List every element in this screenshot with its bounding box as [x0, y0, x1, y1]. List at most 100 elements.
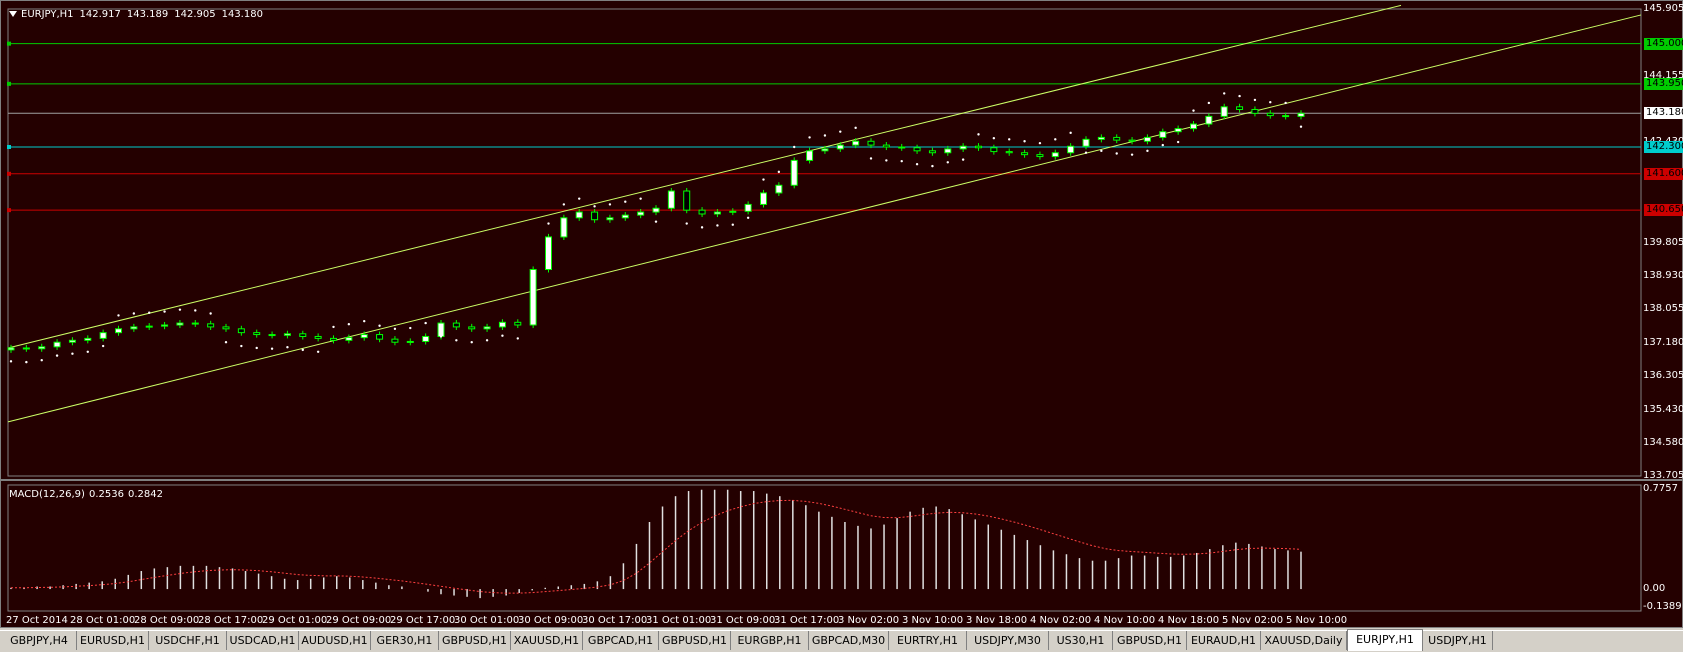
chart-tab[interactable]: XAUUSD,Daily — [1261, 631, 1347, 650]
sar-dot — [117, 314, 120, 317]
sar-dot — [1038, 141, 1042, 145]
sar-dot — [270, 347, 274, 350]
sar-dot — [470, 341, 473, 344]
price-chart-canvas[interactable] — [1, 1, 1683, 629]
candle-body — [913, 147, 921, 152]
chart-tab[interactable]: XAUUSD,H1 — [511, 631, 583, 650]
sar-dot — [1161, 143, 1164, 147]
candle-body — [1113, 136, 1121, 141]
level-marker-4 — [7, 208, 11, 213]
sar-dot — [1207, 101, 1211, 105]
sar-dot — [1223, 92, 1226, 95]
sar-dot — [409, 326, 412, 330]
candle-body — [1236, 106, 1244, 110]
sar-dot — [562, 203, 566, 206]
sar-dot — [746, 216, 750, 220]
time-tick-label: 27 Oct 2014 — [6, 615, 68, 626]
price-tick-label: 137.180 — [1643, 336, 1683, 348]
sar-dot — [808, 136, 811, 139]
candle-body — [806, 150, 814, 161]
candle-body — [1220, 106, 1228, 117]
chart-tab[interactable]: EURTRY,H1 — [889, 631, 967, 650]
chart-tab[interactable]: GER30,H1 — [371, 631, 439, 650]
candle-body — [836, 144, 844, 150]
sar-dot — [25, 360, 28, 364]
chart-tab[interactable]: USDJPY,H1 — [1423, 631, 1493, 650]
chart-tab-bar: GBPJPY,H4 EURUSD,H1 USDCHF,H1 USDCAD,H1 AUDU… — [0, 629, 1683, 652]
candle-body — [176, 322, 184, 326]
chart-window[interactable]: EURJPY,H1 142.917 143.189 142.905 143.180 MA… — [0, 0, 1683, 628]
candle-body — [545, 236, 552, 270]
candle-body — [1021, 152, 1029, 156]
collapse-triangle-icon — [9, 11, 17, 17]
candle-body — [959, 145, 967, 150]
chart-tab[interactable]: EURAUD,H1 — [1187, 631, 1261, 650]
macd-label: MACD(12,26,9) — [9, 489, 85, 500]
candle-body — [1159, 131, 1167, 138]
candle-body — [1190, 123, 1197, 130]
chart-tab[interactable]: US30,H1 — [1049, 631, 1113, 650]
sar-dot — [854, 126, 857, 130]
sar-dot — [839, 130, 842, 133]
sar-dot — [992, 136, 996, 140]
candle-body — [882, 144, 890, 148]
chart-tab[interactable]: GBPJPY,H4 — [2, 631, 77, 650]
level-price-tag: 145.000 — [1644, 37, 1683, 50]
candle-body — [729, 210, 737, 213]
candle-body — [775, 184, 783, 194]
candle-body — [652, 207, 660, 213]
candle-body — [898, 146, 906, 149]
channel-lower-line — [7, 14, 1642, 423]
sar-dot — [347, 323, 351, 326]
candle-body — [161, 324, 169, 327]
price-tick-label: 134.580 — [1643, 436, 1683, 448]
candle-body — [1067, 145, 1075, 154]
candle-body — [928, 150, 936, 154]
chart-tab[interactable]: EURUSD,H1 — [77, 631, 149, 650]
level-marker-1 — [7, 81, 11, 86]
sar-dot — [163, 310, 166, 313]
candle-body — [237, 328, 245, 334]
sar-dot — [178, 308, 182, 311]
channel-upper-line — [7, 4, 1402, 349]
time-tick-label: 31 Oct 17:00 — [774, 615, 840, 626]
sar-dot — [424, 321, 427, 325]
candle-body — [452, 322, 460, 328]
time-tick-label: 30 Oct 01:00 — [454, 615, 520, 626]
chart-tab[interactable]: GBPUSD,H1 — [439, 631, 511, 650]
macd-main-value: 0.2536 — [88, 489, 124, 500]
price-tick-label: 136.305 — [1643, 370, 1683, 382]
price-tick-label: 145.905 — [1643, 3, 1683, 14]
candle-body — [821, 148, 829, 152]
candle-body — [145, 325, 153, 328]
sar-dot — [885, 159, 888, 162]
sar-dot — [301, 348, 304, 352]
chart-tab[interactable]: GBPCAD,M30 — [809, 631, 889, 650]
price-tick-label: 139.805 — [1643, 236, 1683, 248]
time-tick-label: 28 Oct 01:00 — [70, 615, 136, 626]
chart-tab[interactable]: GBPUSD,H1 — [1113, 631, 1187, 650]
sar-dot — [608, 203, 612, 206]
candle-body — [760, 192, 767, 205]
time-tick-label: 3 Nov 18:00 — [966, 615, 1028, 626]
candle-body — [637, 211, 645, 216]
sar-dot — [55, 354, 59, 357]
time-tick-label: 29 Oct 17:00 — [390, 615, 456, 626]
sar-dot — [823, 134, 827, 137]
chart-tab[interactable]: USDJPY,M30 — [967, 631, 1049, 650]
candle-body — [1266, 112, 1274, 117]
sar-dot — [961, 158, 965, 161]
sar-dot — [316, 350, 320, 353]
chart-tab[interactable]: AUDUSD,H1 — [299, 631, 371, 650]
chart-tab[interactable]: USDCAD,H1 — [227, 631, 299, 650]
chart-tab[interactable]: USDCHF,H1 — [149, 631, 227, 650]
chart-tab[interactable]: GBPUSD,H1 — [659, 631, 731, 650]
sar-dot — [240, 344, 243, 348]
candle-body — [314, 335, 322, 339]
chart-tab[interactable]: EURGBP,H1 — [731, 631, 809, 650]
time-tick-label: 30 Oct 17:00 — [582, 615, 648, 626]
candle-body — [1097, 136, 1105, 140]
chart-tab[interactable]: GBPCAD,H1 — [583, 631, 659, 650]
chart-tab[interactable]: EURJPY,H1 — [1347, 629, 1423, 651]
candle-body — [1036, 154, 1044, 158]
